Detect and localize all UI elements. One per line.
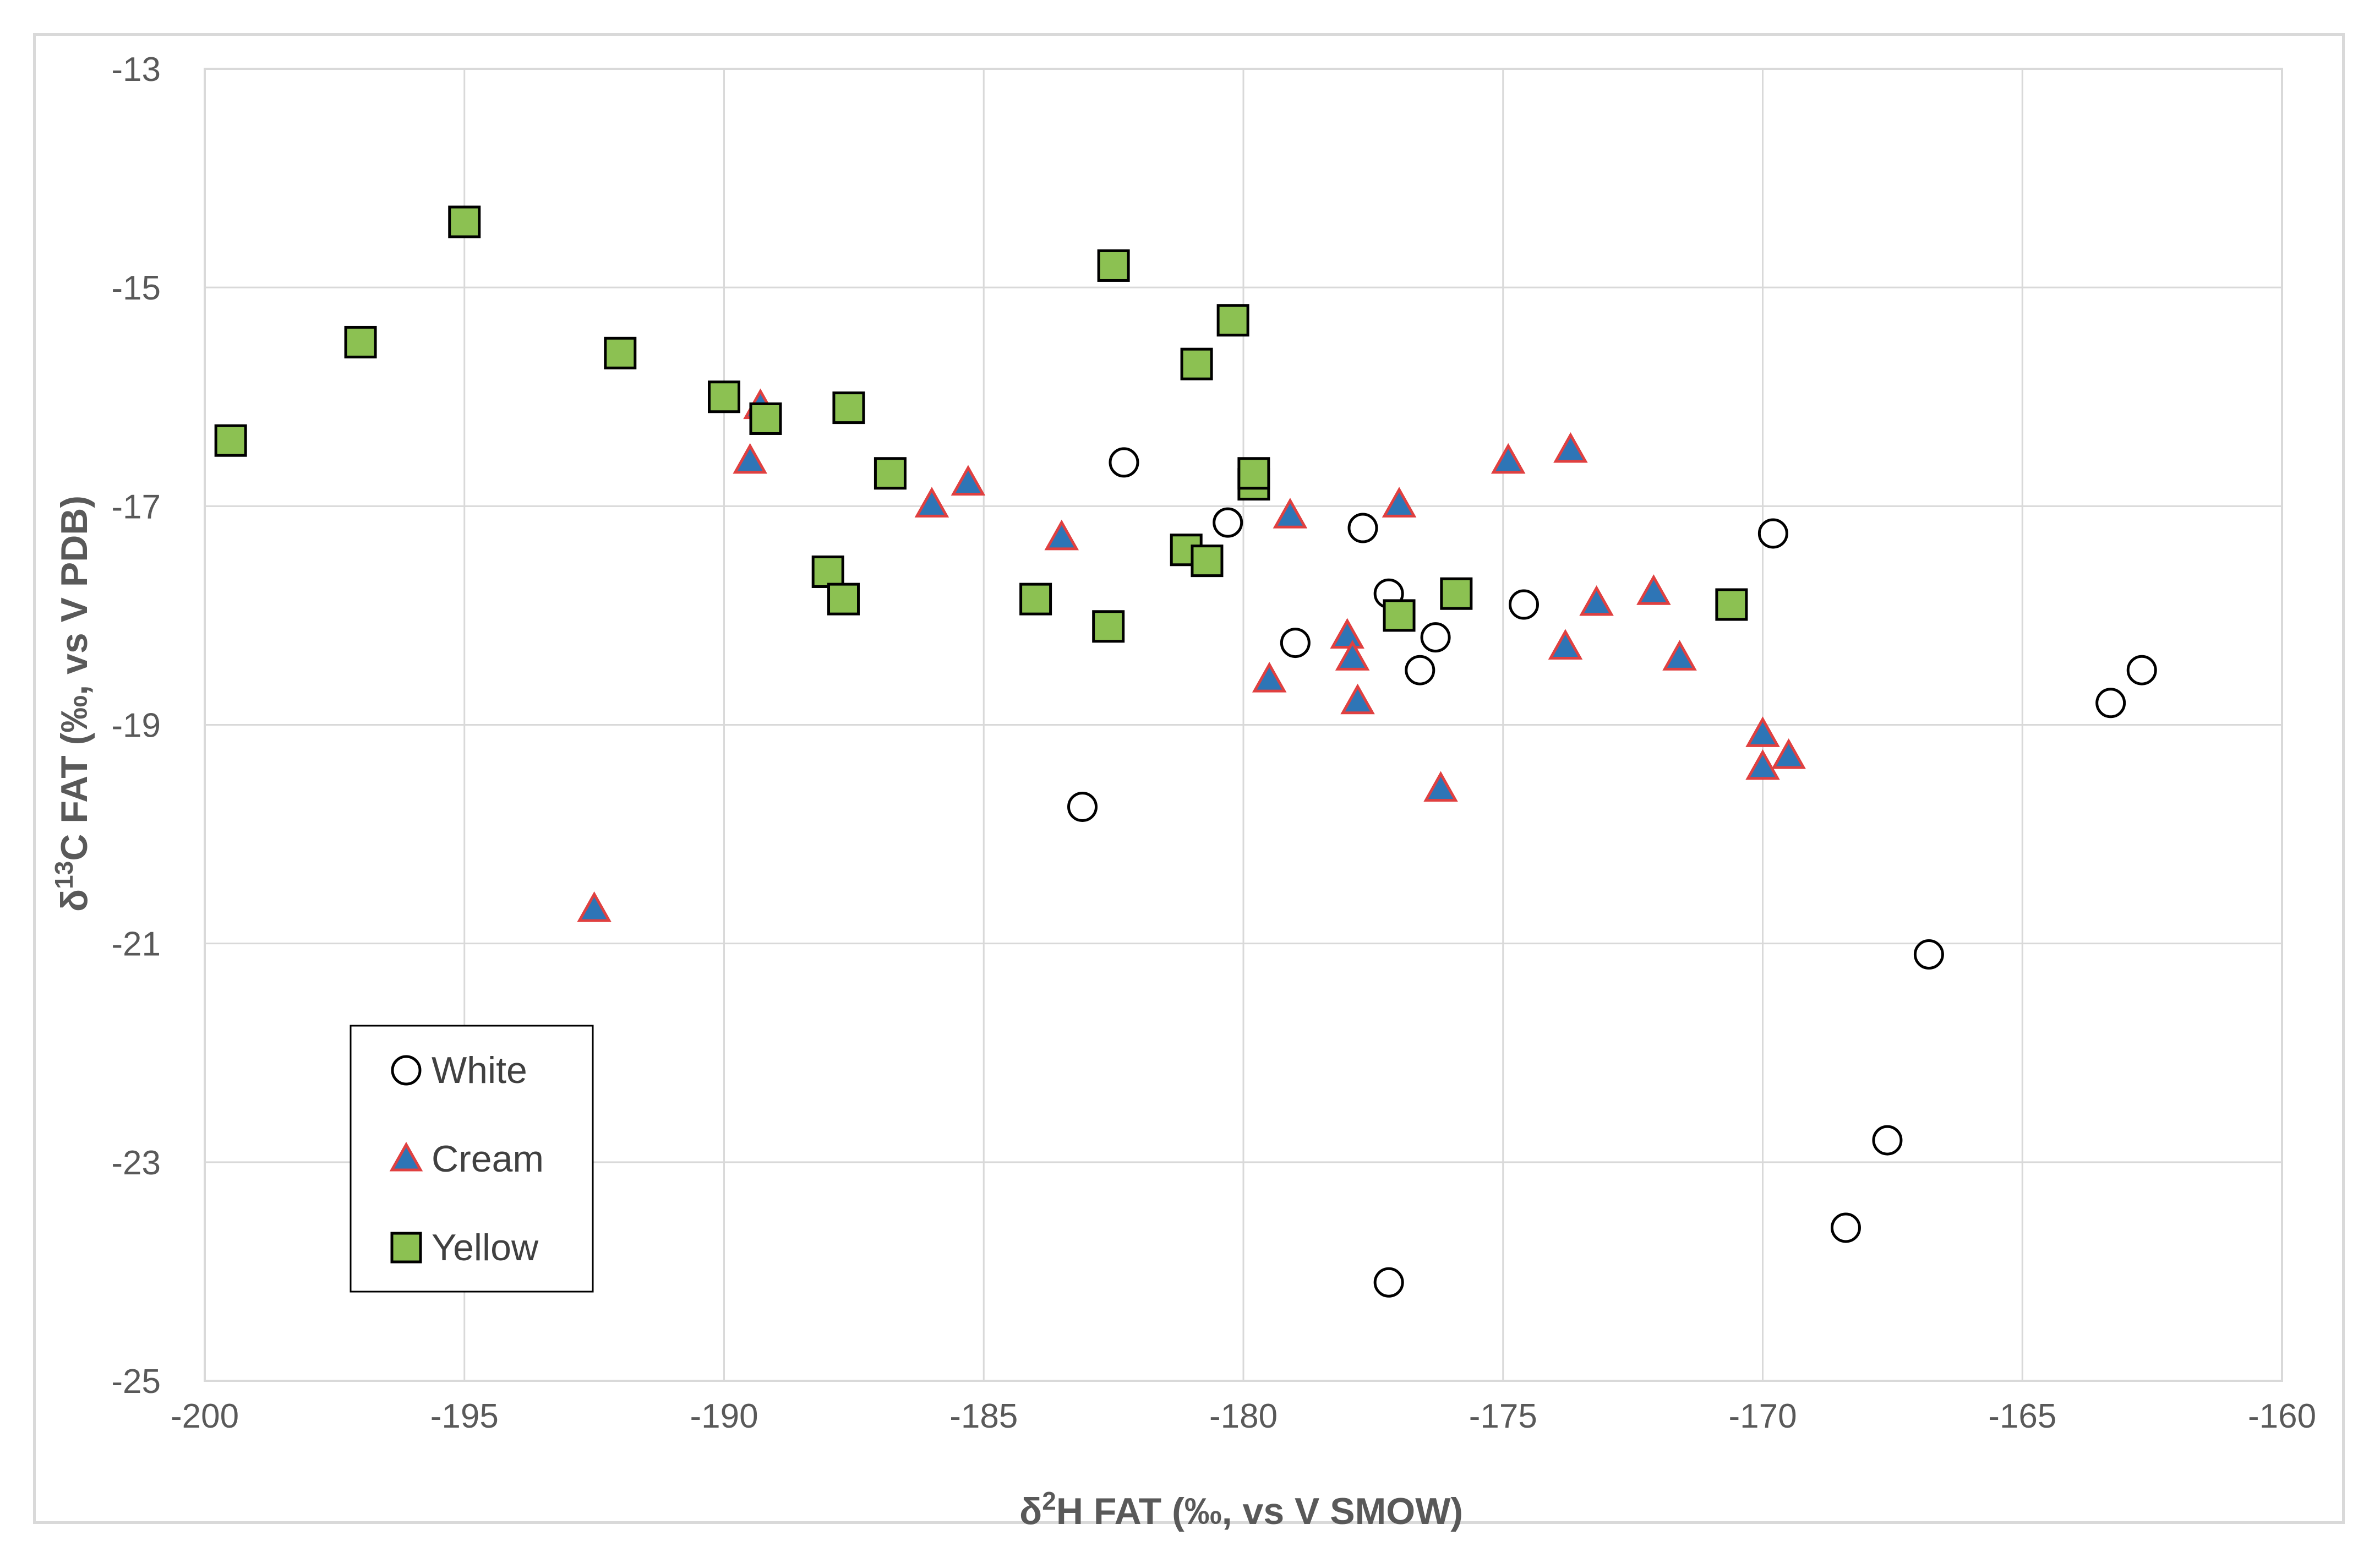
cream-point [577,891,612,922]
cream-point [1579,585,1614,616]
cream-point [1491,443,1526,474]
cream-point [951,465,986,496]
yellow-point [708,380,740,413]
y-tick-label: -19 [111,707,161,745]
x-tick-label: -195 [430,1397,499,1435]
legend-yellow-marker [390,1232,422,1264]
x-tick-label: -190 [690,1397,758,1435]
y-tick-label: -13 [111,51,161,89]
legend-yellow-label: Yellow [432,1227,539,1269]
cream-point [914,487,949,518]
white-point [1347,513,1378,543]
series-yellow [214,205,1748,643]
white-point [2095,688,2126,718]
white-point [1067,791,1098,822]
cream-point [1553,432,1588,463]
yellow-point [1383,599,1416,632]
white-point [1373,1267,1404,1298]
white-point [1913,939,1944,970]
yellow-point [1440,577,1473,610]
y-tick-label: -21 [111,926,161,963]
yellow-point [1019,582,1052,616]
cream-point [1340,683,1375,715]
cream-point [1335,640,1370,671]
white-point [1109,447,1139,478]
cream-point [1273,498,1308,529]
y-tick-label: -25 [111,1363,161,1401]
yellow-point [448,205,481,238]
x-tick-label: -170 [1728,1397,1797,1435]
yellow-point [811,555,844,588]
cream-point [1745,749,1780,780]
x-tick-label: -185 [949,1397,1018,1435]
white-point [1405,655,1435,685]
yellow-point [874,457,907,490]
white-point [1830,1212,1861,1243]
yellow-point [827,582,860,616]
cream-point [733,443,767,474]
y-tick-label: -15 [111,269,161,307]
yellow-point [604,336,637,369]
legend: White Cream Yellow [350,1025,594,1293]
cream-point [1252,661,1287,693]
cream-point [1330,618,1364,649]
white-point [1757,518,1788,549]
x-tick-label: -175 [1469,1397,1537,1435]
cream-point [1745,716,1780,747]
series-white [1067,447,2157,1298]
x-axis-title: δ2H FAT (‰, vs V SMOW) [1019,1487,1463,1532]
legend-cream-marker [389,1141,423,1172]
legend-cream-label: Cream [432,1138,544,1180]
x-tick-label: -180 [1209,1397,1278,1435]
yellow-point [832,391,865,424]
cream-point [1044,519,1079,551]
yellow-point [749,402,782,435]
cream-point [1382,487,1417,518]
y-axis-title: δ13C FAT (‰, vs V PDB) [50,496,95,912]
yellow-point [1092,610,1125,643]
x-tick-label: -165 [1988,1397,2056,1435]
x-tick-label: -200 [171,1397,239,1435]
yellow-point [344,325,377,358]
yellow-point [214,424,247,457]
cream-point [1636,574,1671,605]
data-points [214,205,2157,1298]
yellow-point [1191,545,1224,578]
x-axis-ticks: -200 -195 -190 -185 -180 -175 -170 -165 -160 [171,1397,2316,1435]
white-point [1508,589,1539,620]
y-tick-label: -17 [111,488,161,526]
cream-point [1662,640,1697,671]
white-point [1872,1125,1903,1156]
cream-point [1423,771,1458,802]
legend-white-label: White [432,1049,527,1091]
yellow-point [1237,457,1270,490]
plot-area [204,68,2283,1382]
yellow-point [1180,347,1213,380]
white-point [1280,628,1311,658]
y-axis-ticks: -13 -15 -17 -19 -21 -23 -25 [111,51,161,1401]
cream-point [1548,629,1583,660]
yellow-point [1216,304,1249,337]
white-point [1420,622,1451,653]
white-point [1213,507,1243,538]
cream-point [1771,738,1806,769]
legend-white-marker [391,1055,422,1086]
y-tick-label: -23 [111,1144,161,1182]
series-cream [577,388,1806,922]
x-tick-label: -160 [2248,1397,2316,1435]
white-point [2126,655,2157,685]
yellow-point [1097,249,1130,282]
yellow-point [1715,588,1748,621]
